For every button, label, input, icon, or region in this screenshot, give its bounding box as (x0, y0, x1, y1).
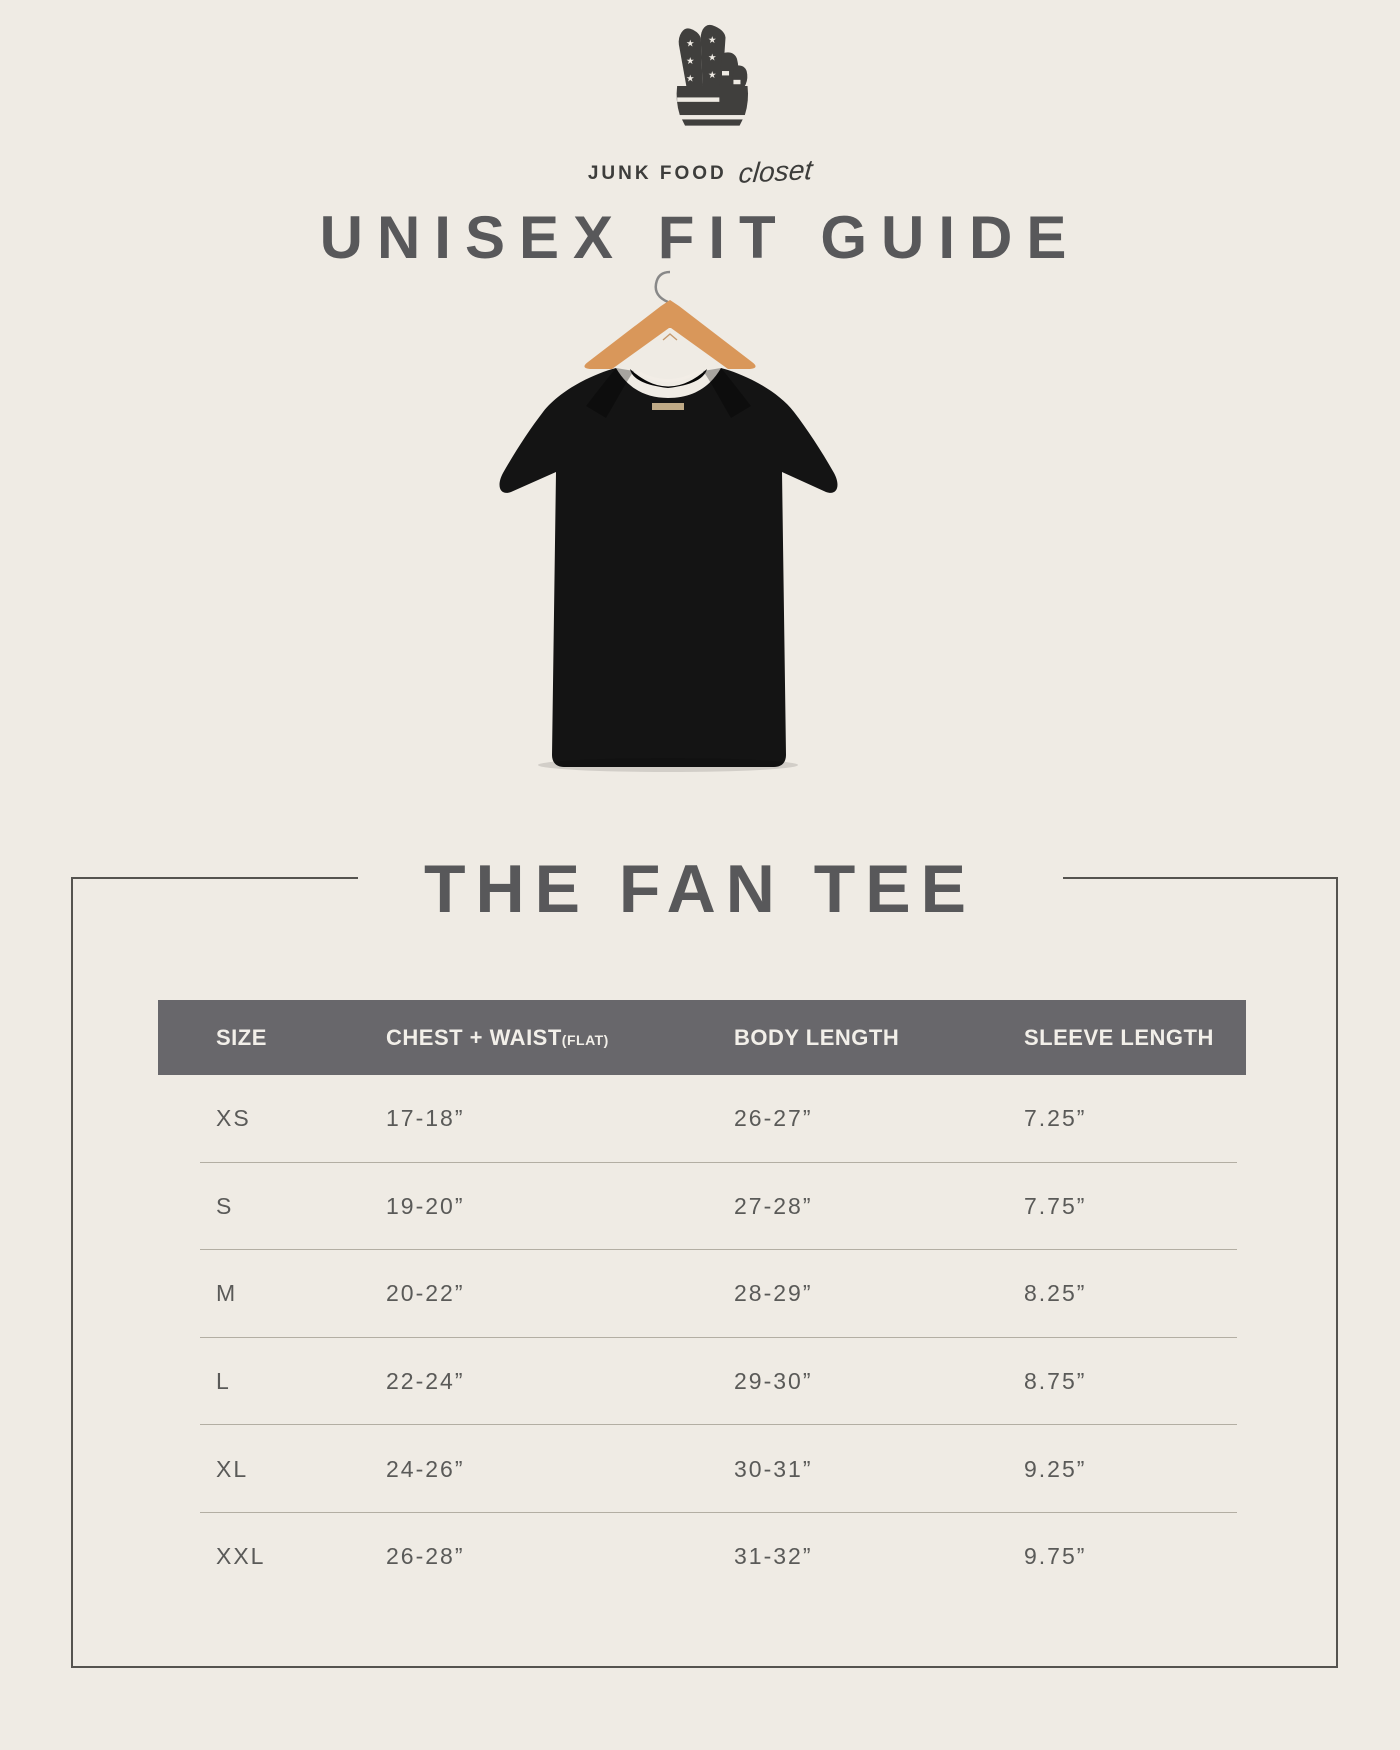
svg-text:★: ★ (708, 70, 717, 81)
svg-text:★: ★ (686, 74, 695, 85)
svg-text:★: ★ (686, 38, 695, 49)
svg-text:★: ★ (708, 52, 717, 63)
svg-text:★: ★ (686, 56, 695, 67)
svg-text:★: ★ (708, 35, 717, 46)
